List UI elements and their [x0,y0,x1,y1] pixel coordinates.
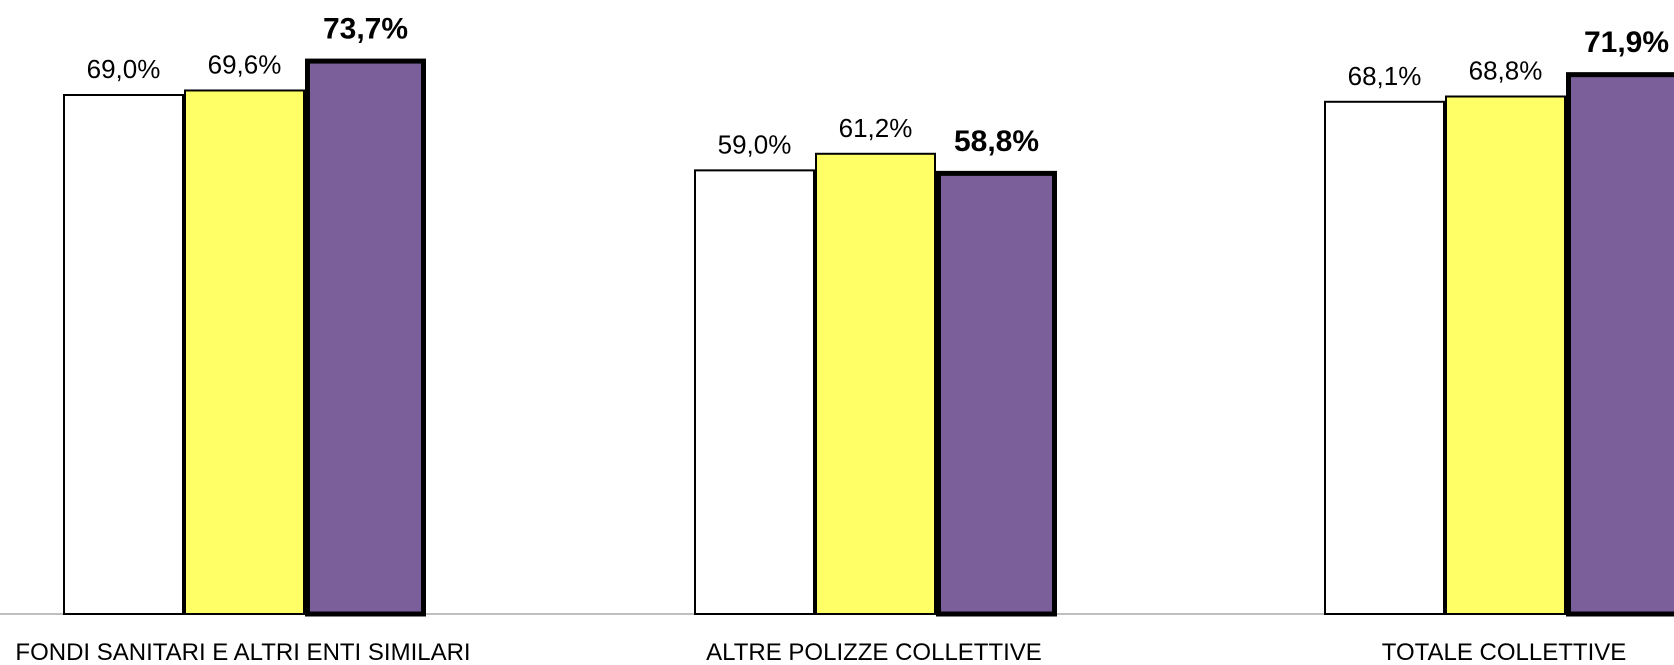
value-label-1-series-3: 73,7% [323,13,408,46]
bar-3-series-1 [1324,100,1445,616]
value-label-1-series-1: 69,0% [87,54,161,84]
value-label-1-series-2: 69,6% [208,49,282,79]
value-label-2-series-1: 59,0% [718,129,792,159]
bar-2-series-1 [694,169,815,616]
category-label-fondi: FONDI SANITARI E ALTRI ENTI SIMILARI [15,639,470,665]
bar-3-series-3 [1566,72,1674,617]
category-label-altre: ALTRE POLIZZE COLLETTIVE [706,639,1042,665]
category-labels-group: FONDI SANITARI E ALTRI ENTI SIMILARI ALT… [15,639,1626,665]
value-label-3-series-1: 68,1% [1348,61,1422,91]
category-label-totale: TOTALE COLLETTIVE [1382,639,1627,665]
bar-1-series-3 [305,58,426,617]
bar-2-series-3 [936,170,1057,617]
value-labels-group: 69,0% 69,6% 73,7% 59,0% 61,2% 58,8% 68,1% 68,8%… [87,13,1669,160]
bars-group [63,58,1674,617]
bar-3-series-2 [1445,95,1566,615]
value-label-3-series-2: 68,8% [1469,56,1543,86]
bar-1-series-1 [63,94,184,615]
bar-2-series-2 [815,152,936,615]
bar-1-series-2 [184,89,305,615]
value-label-2-series-2: 61,2% [839,113,913,143]
value-label-3-series-3: 71,9% [1584,26,1669,59]
value-label-2-series-3: 58,8% [954,125,1039,158]
